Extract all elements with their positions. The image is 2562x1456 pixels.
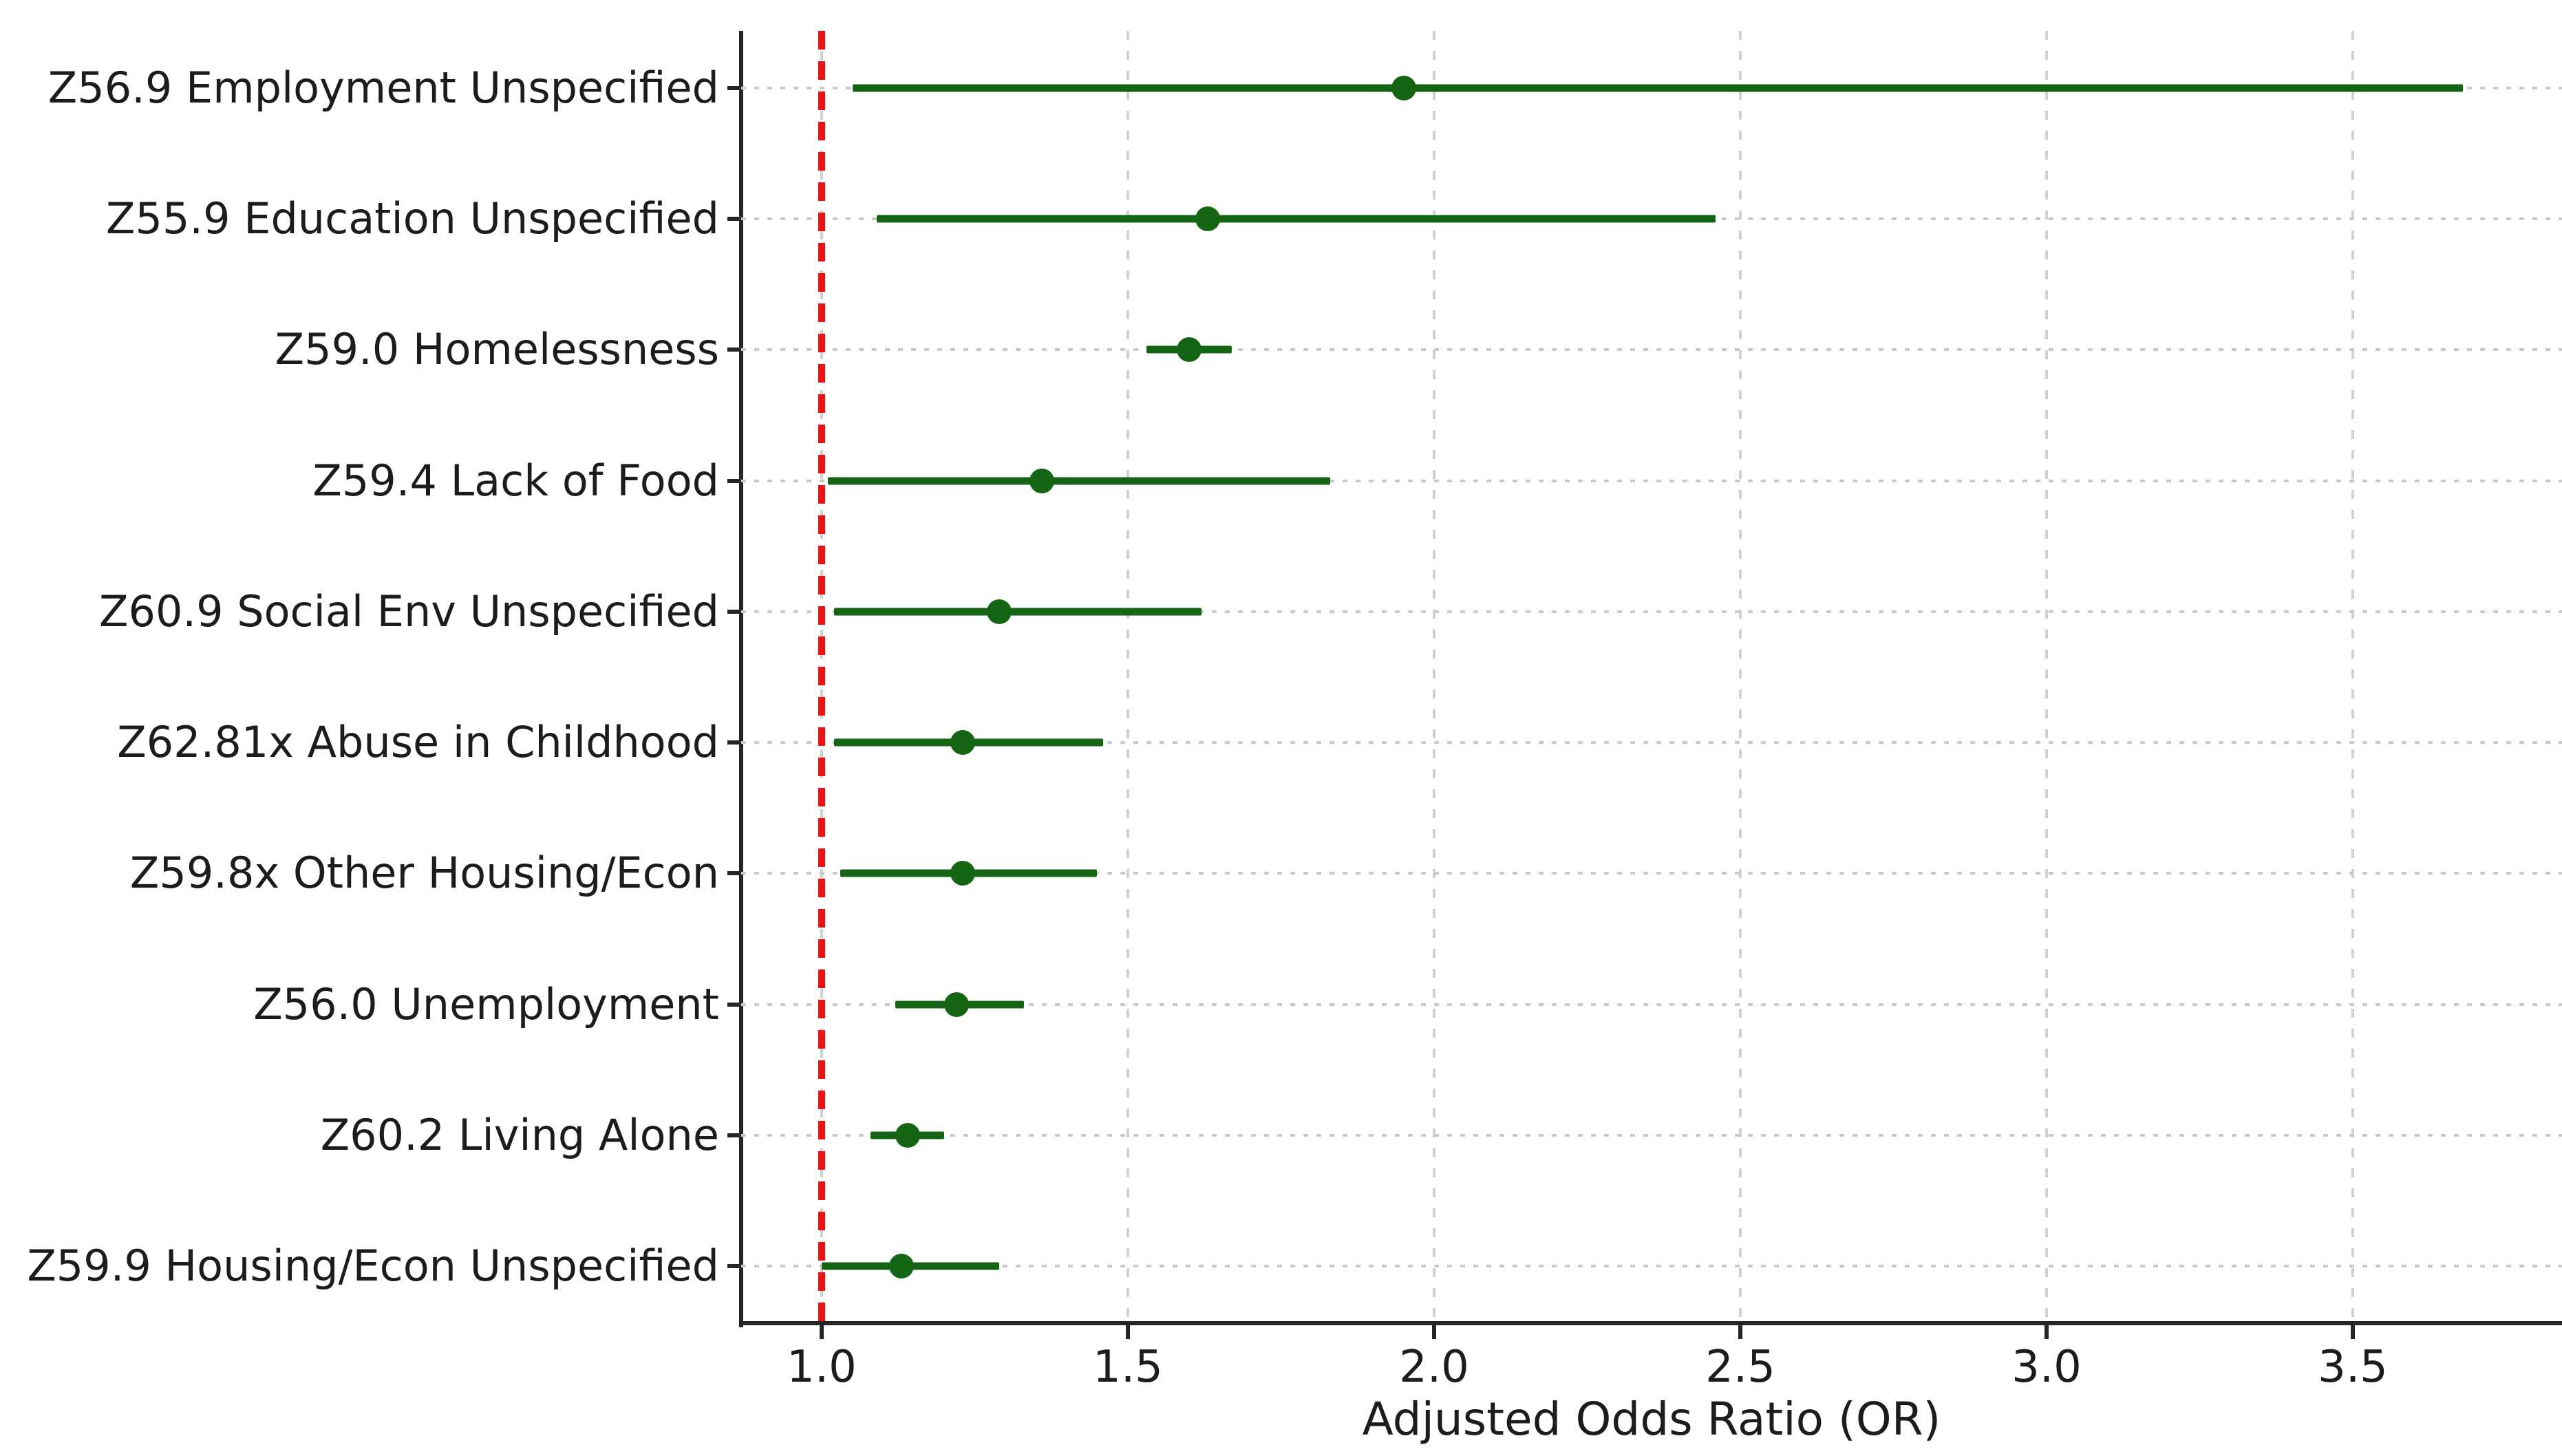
x-tick-mark	[2351, 1325, 2355, 1339]
x-tick-mark	[820, 1325, 824, 1339]
x-tick-label: 3.0	[2011, 1342, 2082, 1393]
x-gridline	[2351, 31, 2354, 1323]
y-axis-label: Z60.2 Living Alone	[320, 1109, 719, 1160]
x-tick-mark	[1738, 1325, 1742, 1339]
y-gridline	[741, 1003, 2562, 1006]
y-axis-label: Z56.0 Unemployment	[253, 978, 719, 1029]
y-axis-label: Z55.9 Education Unspecified	[106, 193, 719, 244]
x-gridline	[1739, 31, 1742, 1323]
y-axis-spine	[739, 31, 743, 1327]
x-tick-mark	[2045, 1325, 2049, 1339]
x-tick-mark	[1126, 1325, 1130, 1339]
x-axis-spine	[739, 1321, 2562, 1325]
plot-area	[741, 31, 2562, 1323]
or-point-marker	[1177, 337, 1202, 363]
y-tick-mark	[727, 609, 741, 614]
y-tick-mark	[727, 1263, 741, 1268]
or-point-marker	[943, 992, 969, 1017]
y-axis-label: Z59.8x Other Housing/Econ	[129, 848, 719, 899]
ci-bar	[827, 477, 1330, 485]
or-point-marker	[895, 1122, 920, 1148]
y-axis-label: Z62.81x Abuse in Childhood	[117, 717, 719, 767]
y-gridline	[741, 741, 2562, 745]
or-point-marker	[950, 861, 975, 886]
x-tick-label: 1.5	[1093, 1342, 1163, 1393]
y-gridline	[741, 348, 2562, 352]
x-gridline	[1127, 31, 1129, 1323]
x-gridline	[2045, 31, 2048, 1323]
y-axis-label: Z59.9 Housing/Econ Unspecified	[27, 1240, 719, 1291]
or-point-marker	[1029, 468, 1055, 493]
x-tick-mark	[1432, 1325, 1436, 1339]
y-tick-mark	[727, 347, 741, 352]
ci-bar	[833, 608, 1202, 616]
x-tick-label: 2.0	[1399, 1342, 1469, 1393]
y-tick-mark	[727, 478, 741, 483]
or-point-marker	[987, 599, 1012, 624]
y-tick-mark	[727, 217, 741, 222]
y-axis-label: Z56.9 Employment Unspecified	[47, 62, 719, 113]
or-point-marker	[888, 1253, 914, 1278]
y-gridline	[741, 610, 2562, 613]
y-tick-mark	[727, 86, 741, 90]
ci-bar	[877, 215, 1716, 223]
y-gridline	[741, 1264, 2562, 1267]
x-tick-label: 2.5	[1705, 1342, 1775, 1393]
or-point-marker	[1391, 76, 1416, 100]
or-point-marker	[950, 730, 975, 756]
x-gridline	[1433, 31, 1435, 1323]
x-axis-title: Adjusted Odds Ratio (OR)	[1362, 1393, 1941, 1446]
y-axis-label: Z59.4 Lack of Food	[312, 455, 719, 506]
x-tick-label: 3.5	[2318, 1342, 2388, 1393]
y-tick-mark	[727, 871, 741, 876]
y-axis-label: Z59.0 Homelessness	[275, 324, 719, 375]
y-tick-mark	[727, 740, 741, 745]
ci-bar	[852, 84, 2464, 92]
or-point-marker	[1195, 206, 1220, 232]
y-gridline	[741, 1133, 2562, 1137]
y-tick-mark	[727, 1002, 741, 1007]
y-gridline	[741, 479, 2562, 482]
y-tick-mark	[727, 1133, 741, 1137]
reference-line	[818, 31, 825, 1323]
y-gridline	[741, 872, 2562, 875]
x-tick-label: 1.0	[787, 1342, 857, 1393]
y-axis-label: Z60.9 Social Env Unspecified	[99, 586, 719, 636]
